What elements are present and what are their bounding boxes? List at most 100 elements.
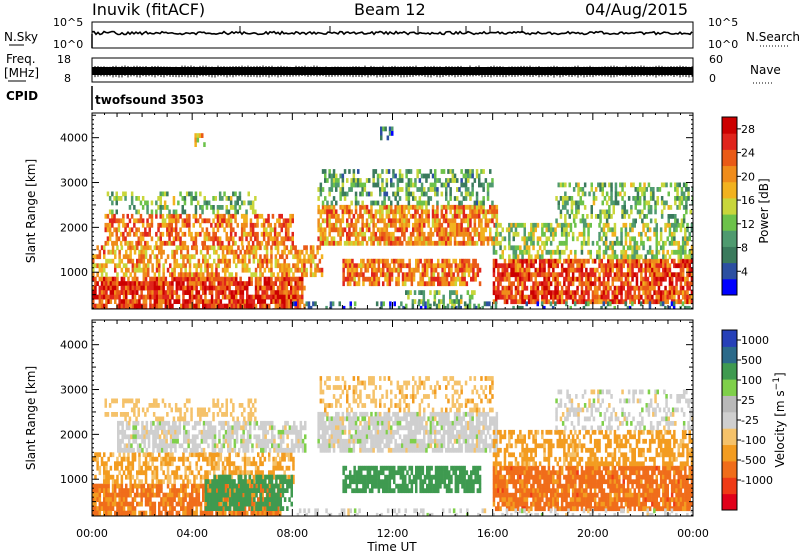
heatmap-cell [164,501,168,507]
heatmap-cell [421,267,425,273]
heatmap-cell [205,205,209,210]
heatmap-cell [558,254,562,260]
heatmap-cell [169,510,172,516]
heatmap-cell [114,501,117,507]
heatmap-cell [607,227,610,233]
heatmap-cell [434,263,438,269]
heatmap-cell [646,294,650,300]
heatmap-cell [296,254,300,260]
heatmap-cell [352,227,356,233]
heatmap-cell [521,299,524,305]
heatmap-cell [419,276,422,282]
heatmap-cell [427,231,430,237]
heatmap-cell [142,249,146,255]
heatmap-cell [164,510,168,516]
heatmap-cell [153,294,157,300]
heatmap-cell [245,218,248,224]
heatmap-cell [140,501,143,507]
heatmap-cell [96,263,99,269]
heatmap-cell [415,263,418,269]
heatmap-cell [218,196,222,201]
heatmap-cell [631,285,634,291]
heatmap-cell [196,200,200,206]
heatmap-cell [352,178,356,183]
heatmap-cell [144,501,148,507]
heatmap-cell [142,254,146,260]
heatmap-cell [257,263,260,269]
heatmap-cell [622,281,625,287]
heatmap-cell [120,276,124,282]
heatmap-cell [494,290,498,296]
heatmap-cell [221,245,225,251]
heatmap-cell [147,488,150,493]
heatmap-cell [144,510,148,516]
heatmap-cell [98,488,102,493]
heatmap-cell [188,510,192,516]
heatmap-cell [245,213,248,219]
heatmap-cell [260,240,264,246]
heatmap-cell [216,222,220,228]
heatmap-cell [210,272,214,278]
heatmap-cell [268,303,271,309]
heatmap-cell [383,236,386,242]
heatmap-cell [173,254,176,260]
heatmap-cell [317,204,320,210]
heatmap-cell [434,191,437,197]
heatmap-cell [125,483,128,489]
heatmap-cell [614,196,618,201]
heatmap-cell [177,492,181,498]
heatmap-cell [514,290,518,296]
heatmap-cell [133,218,136,224]
heatmap-cell [362,276,365,282]
heatmap-cell [184,290,187,295]
heatmap-cell [609,227,612,233]
heatmap-cell [186,258,190,264]
heatmap-cell [92,497,95,502]
heatmap-cell [605,200,609,206]
heatmap-cell [545,222,548,228]
heatmap-cell [394,236,397,242]
heatmap-cell [284,222,288,228]
heatmap-cell [197,276,201,282]
heatmap-cell [686,276,689,282]
heatmap-cell [232,240,235,246]
heatmap-cell [276,240,279,246]
heatmap-cell [208,299,212,304]
heatmap-cell [637,285,641,291]
heatmap-cell [609,254,612,260]
heatmap-cell [514,285,518,291]
heatmap-cell [348,222,351,228]
heatmap-cell [482,169,485,174]
heatmap-cell [328,191,331,197]
heatmap-cell [648,272,652,278]
heatmap-cell [372,227,375,233]
heatmap-cell [107,483,110,489]
heatmap-cell [527,258,531,264]
heatmap-cell [373,267,376,273]
heatmap-cell [162,501,165,507]
heatmap-cell [521,267,524,273]
heatmap-cell [217,285,220,291]
heatmap-cell [431,182,435,188]
heatmap-cell [643,200,646,206]
heatmap-cell [614,191,618,197]
heatmap-cell [283,303,286,309]
heatmap-cell [321,240,325,246]
heatmap-cell [234,209,237,215]
heatmap-cell [582,294,586,300]
heatmap-cell [685,209,688,215]
heatmap-cell [388,131,392,136]
heatmap-cell [100,299,104,304]
heatmap-cell [175,488,179,493]
heatmap-cell [685,182,688,188]
heatmap-cell [139,218,143,224]
heatmap-cell [613,240,617,246]
heatmap-cell [679,272,683,278]
heatmap-cell [246,267,249,273]
heatmap-cell [600,305,603,309]
heatmap-cell [243,227,246,233]
heatmap-cell [668,254,672,260]
heatmap-cell [633,245,636,251]
heatmap-cell [514,227,518,233]
heatmap-cell [585,290,588,296]
